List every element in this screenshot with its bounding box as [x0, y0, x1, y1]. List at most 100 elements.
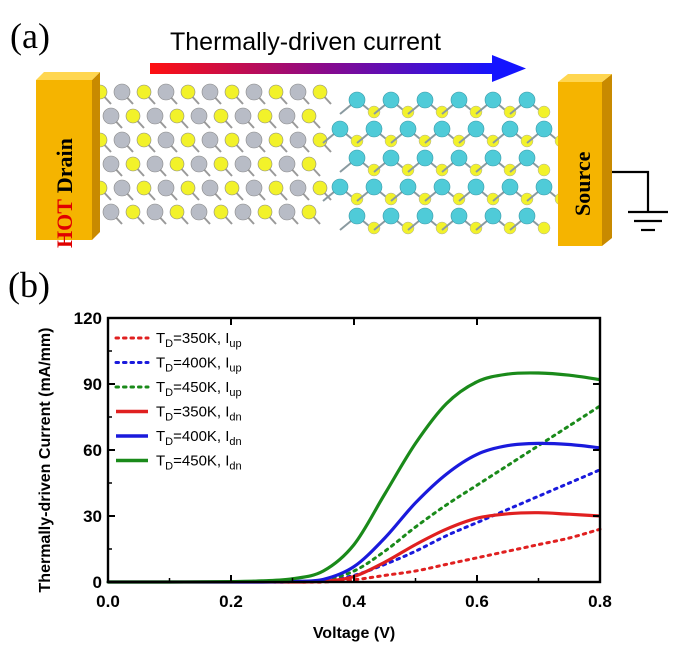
sulfur-atom [257, 204, 273, 220]
crystal-lattice [92, 83, 568, 235]
sulfur-atom [520, 134, 534, 148]
sulfur-atom [136, 132, 152, 148]
metal-atom [433, 178, 451, 196]
sulfur-atom [435, 221, 449, 235]
metal-atom [157, 131, 175, 149]
drain-word: Drain [52, 138, 77, 193]
metal-atom [348, 207, 366, 225]
metal-atom [289, 83, 307, 101]
metal-atom [518, 91, 536, 109]
panel-b-label: (b) [8, 265, 50, 305]
metal-atom [157, 83, 175, 101]
sulfur-atom [301, 204, 317, 220]
metal-atom [201, 83, 219, 101]
x-tick-label: 0.4 [342, 592, 366, 611]
metal-atom [190, 155, 208, 173]
sulfur-atom [136, 84, 152, 100]
panel-a-label: (a) [10, 16, 50, 56]
metal-atom [146, 155, 164, 173]
metal-atom [518, 149, 536, 167]
sulfur-atom [503, 221, 517, 235]
metal-atom [399, 178, 417, 196]
x-tick-label: 0.0 [96, 592, 120, 611]
drain-block-front [36, 80, 92, 240]
sulfur-atom [224, 132, 240, 148]
source-label: Source [570, 151, 595, 216]
sulfur-atom [180, 180, 196, 196]
metal-atom [416, 91, 434, 109]
metal-atom [484, 91, 502, 109]
metal-atom [201, 131, 219, 149]
legend-entry-label: TD=400K, Iup [156, 355, 242, 375]
legend-entry-label: TD=400K, Idn [156, 428, 242, 448]
metal-atom [102, 155, 120, 173]
drain-block-side [92, 72, 100, 240]
source-block-side [602, 74, 612, 246]
metal-atom [348, 149, 366, 167]
sulfur-atom [312, 180, 328, 196]
metal-atom [190, 203, 208, 221]
legend-entry-label: TD=450K, Iup [156, 379, 242, 399]
metal-atom [102, 203, 120, 221]
sulfur-atom [418, 192, 432, 206]
metal-atom [190, 107, 208, 125]
y-tick-label: 60 [83, 441, 102, 460]
sulfur-atom [435, 105, 449, 119]
sulfur-atom [367, 221, 381, 235]
sulfur-atom [401, 105, 415, 119]
metal-atom [234, 155, 252, 173]
y-tick-label: 0 [93, 573, 102, 592]
sulfur-atom [257, 108, 273, 124]
current-arrow-shaft [150, 63, 495, 74]
sulfur-atom [503, 105, 517, 119]
sulfur-atom [125, 204, 141, 220]
metal-atom [535, 120, 553, 138]
metal-atom [289, 131, 307, 149]
sulfur-atom [268, 84, 284, 100]
sulfur-atom [169, 156, 185, 172]
metal-atom [484, 207, 502, 225]
sulfur-atom [537, 221, 551, 235]
sulfur-atom [384, 192, 398, 206]
sulfur-atom [312, 84, 328, 100]
metal-atom [433, 120, 451, 138]
sulfur-atom [469, 163, 483, 177]
sulfur-atom [180, 84, 196, 100]
metal-atom [278, 107, 296, 125]
source-block-top [558, 74, 612, 82]
metal-atom [467, 120, 485, 138]
y-axis-title: Thermally-driven Current (mA/mm) [37, 328, 54, 593]
sulfur-atom [268, 132, 284, 148]
metal-atom [467, 178, 485, 196]
sulfur-atom [537, 105, 551, 119]
metal-atom [382, 149, 400, 167]
x-tick-label: 0.8 [588, 592, 612, 611]
sulfur-atom [301, 108, 317, 124]
metal-atom [501, 120, 519, 138]
metal-atom [201, 179, 219, 197]
sulfur-atom [213, 156, 229, 172]
sulfur-atom [312, 132, 328, 148]
metal-atom [450, 207, 468, 225]
metal-atom [289, 179, 307, 197]
metal-atom [113, 83, 131, 101]
metal-atom [416, 149, 434, 167]
sulfur-atom [452, 192, 466, 206]
line-chart: 0.0 0.2 0.4 0.6 0.8 0 30 60 90 120 Voltage (V) Ther… [37, 309, 612, 642]
metal-atom [399, 120, 417, 138]
ground-symbol-icon [612, 170, 668, 232]
current-arrow [150, 55, 526, 82]
current-arrow-head [492, 55, 526, 82]
metal-atom [365, 120, 383, 138]
metal-atom [245, 131, 263, 149]
metal-atom [146, 203, 164, 221]
sulfur-atom [452, 134, 466, 148]
sulfur-atom [268, 180, 284, 196]
sulfur-atom [486, 192, 500, 206]
metal-atom [365, 178, 383, 196]
sulfur-atom [125, 108, 141, 124]
metal-atom [102, 107, 120, 125]
sulfur-atom [125, 156, 141, 172]
lattice-left-region [92, 83, 332, 225]
panel-b: (b) 0.0 0.2 0.4 0.6 0.8 0 30 60 90 120 Voltage (V)… [8, 265, 612, 642]
